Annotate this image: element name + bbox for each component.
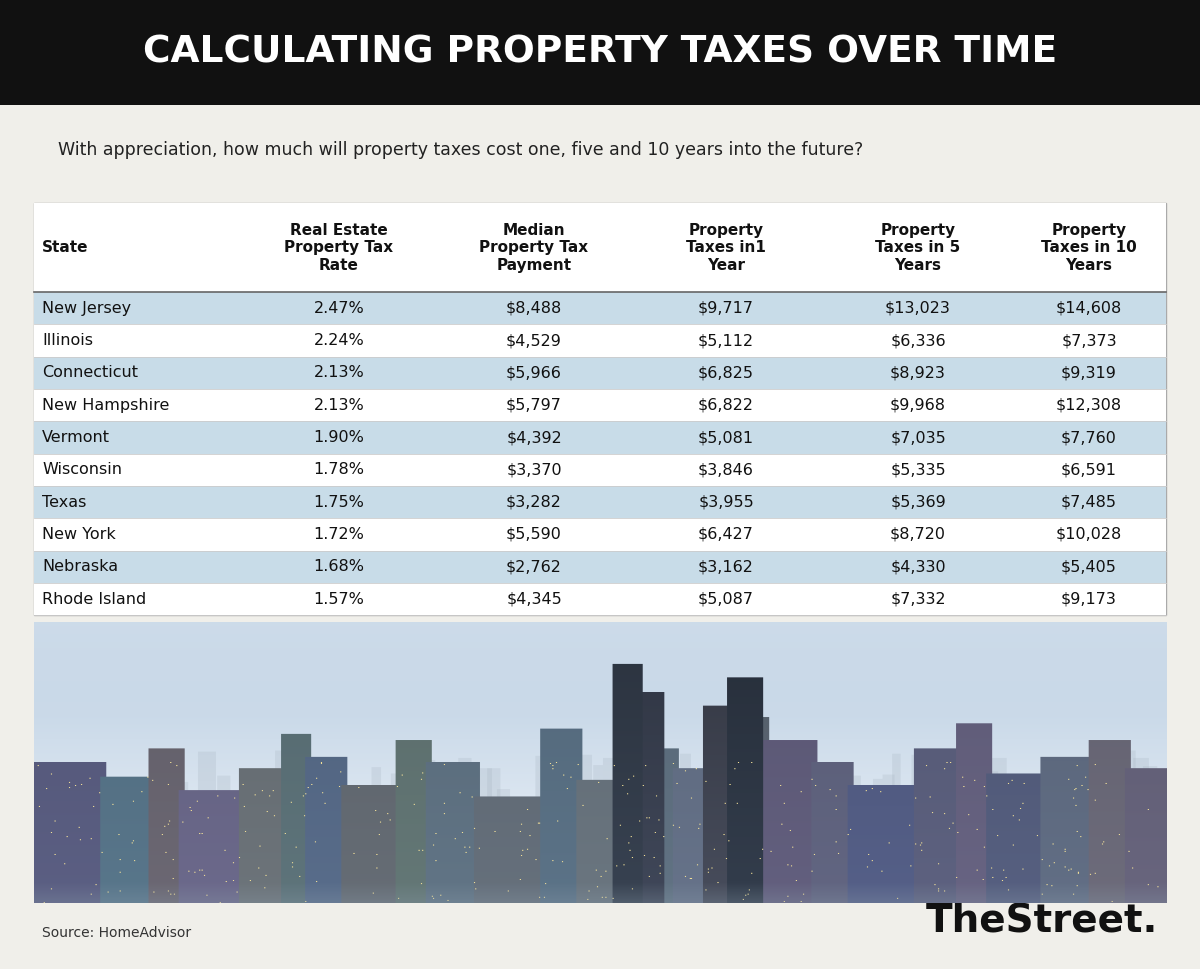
Text: Texas: Texas (42, 494, 86, 510)
Text: $9,173: $9,173 (1061, 592, 1117, 607)
Text: $3,846: $3,846 (698, 462, 754, 478)
Text: $5,087: $5,087 (698, 592, 754, 607)
Text: $14,608: $14,608 (1056, 300, 1122, 316)
Text: $5,797: $5,797 (506, 397, 562, 413)
Bar (34, 389, 1166, 422)
Text: New Jersey: New Jersey (42, 300, 131, 316)
Text: $4,330: $4,330 (890, 559, 946, 575)
Text: $4,529: $4,529 (506, 333, 562, 348)
Text: 1.57%: 1.57% (313, 592, 365, 607)
Text: $13,023: $13,023 (886, 300, 950, 316)
Text: $6,427: $6,427 (698, 527, 754, 542)
Text: With appreciation, how much will property taxes cost one, five and 10 years into: With appreciation, how much will propert… (58, 141, 863, 159)
Text: $7,373: $7,373 (1061, 333, 1117, 348)
Text: $8,488: $8,488 (506, 300, 562, 316)
Text: $9,968: $9,968 (890, 397, 946, 413)
Text: $4,345: $4,345 (506, 592, 562, 607)
Text: $5,590: $5,590 (506, 527, 562, 542)
Text: $7,035: $7,035 (890, 430, 946, 445)
Text: 2.13%: 2.13% (313, 365, 365, 381)
Text: 2.24%: 2.24% (313, 333, 365, 348)
Bar (34, 203, 1166, 292)
Text: Connecticut: Connecticut (42, 365, 138, 381)
Bar (34, 203, 1166, 615)
Text: $3,282: $3,282 (506, 494, 562, 510)
Text: $6,825: $6,825 (698, 365, 754, 381)
Text: $12,308: $12,308 (1056, 397, 1122, 413)
Text: $8,923: $8,923 (890, 365, 946, 381)
Text: Property
Taxes in1
Year: Property Taxes in1 Year (686, 223, 766, 272)
Bar (34, 422, 1166, 453)
Bar (34, 292, 1166, 325)
Text: CALCULATING PROPERTY TAXES OVER TIME: CALCULATING PROPERTY TAXES OVER TIME (143, 34, 1057, 71)
Text: Illinois: Illinois (42, 333, 94, 348)
Text: $6,591: $6,591 (1061, 462, 1117, 478)
Bar (34, 453, 1166, 486)
Text: Source: HomeAdvisor: Source: HomeAdvisor (42, 926, 191, 940)
Text: $9,717: $9,717 (698, 300, 754, 316)
Text: $4,392: $4,392 (506, 430, 562, 445)
Text: Property
Taxes in 5
Years: Property Taxes in 5 Years (875, 223, 961, 272)
Text: $6,336: $6,336 (890, 333, 946, 348)
Text: $5,966: $5,966 (506, 365, 562, 381)
Text: $5,335: $5,335 (890, 462, 946, 478)
Text: $5,081: $5,081 (698, 430, 754, 445)
Text: $3,955: $3,955 (698, 494, 754, 510)
Bar (34, 357, 1166, 389)
Text: 1.75%: 1.75% (313, 494, 365, 510)
Bar (34, 583, 1166, 615)
Text: New York: New York (42, 527, 115, 542)
Text: $9,319: $9,319 (1061, 365, 1117, 381)
Text: $2,762: $2,762 (506, 559, 562, 575)
Text: Property
Taxes in 10
Years: Property Taxes in 10 Years (1042, 223, 1136, 272)
Text: $6,822: $6,822 (698, 397, 754, 413)
Text: $5,112: $5,112 (698, 333, 754, 348)
Bar (34, 486, 1166, 518)
Bar (34, 325, 1166, 357)
Bar (34, 518, 1166, 550)
Text: Nebraska: Nebraska (42, 559, 118, 575)
Text: Rhode Island: Rhode Island (42, 592, 146, 607)
Text: State: State (42, 240, 89, 255)
Text: 1.72%: 1.72% (313, 527, 365, 542)
Text: 2.13%: 2.13% (313, 397, 365, 413)
Text: $5,405: $5,405 (1061, 559, 1117, 575)
Text: Median
Property Tax
Payment: Median Property Tax Payment (480, 223, 588, 272)
Text: TheStreet.: TheStreet. (925, 902, 1158, 940)
Text: $3,370: $3,370 (506, 462, 562, 478)
Bar (0, 0, 1200, 105)
Text: $7,332: $7,332 (890, 592, 946, 607)
Text: 1.68%: 1.68% (313, 559, 365, 575)
Text: Vermont: Vermont (42, 430, 110, 445)
Text: 1.78%: 1.78% (313, 462, 365, 478)
Text: 2.47%: 2.47% (313, 300, 365, 316)
Text: $3,162: $3,162 (698, 559, 754, 575)
Text: Real Estate
Property Tax
Rate: Real Estate Property Tax Rate (284, 223, 394, 272)
Text: 1.90%: 1.90% (313, 430, 365, 445)
Text: $7,760: $7,760 (1061, 430, 1117, 445)
Text: $7,485: $7,485 (1061, 494, 1117, 510)
Text: New Hampshire: New Hampshire (42, 397, 169, 413)
Text: $5,369: $5,369 (890, 494, 946, 510)
Text: Wisconsin: Wisconsin (42, 462, 122, 478)
Bar (34, 550, 1166, 583)
Text: $8,720: $8,720 (890, 527, 946, 542)
Text: $10,028: $10,028 (1056, 527, 1122, 542)
